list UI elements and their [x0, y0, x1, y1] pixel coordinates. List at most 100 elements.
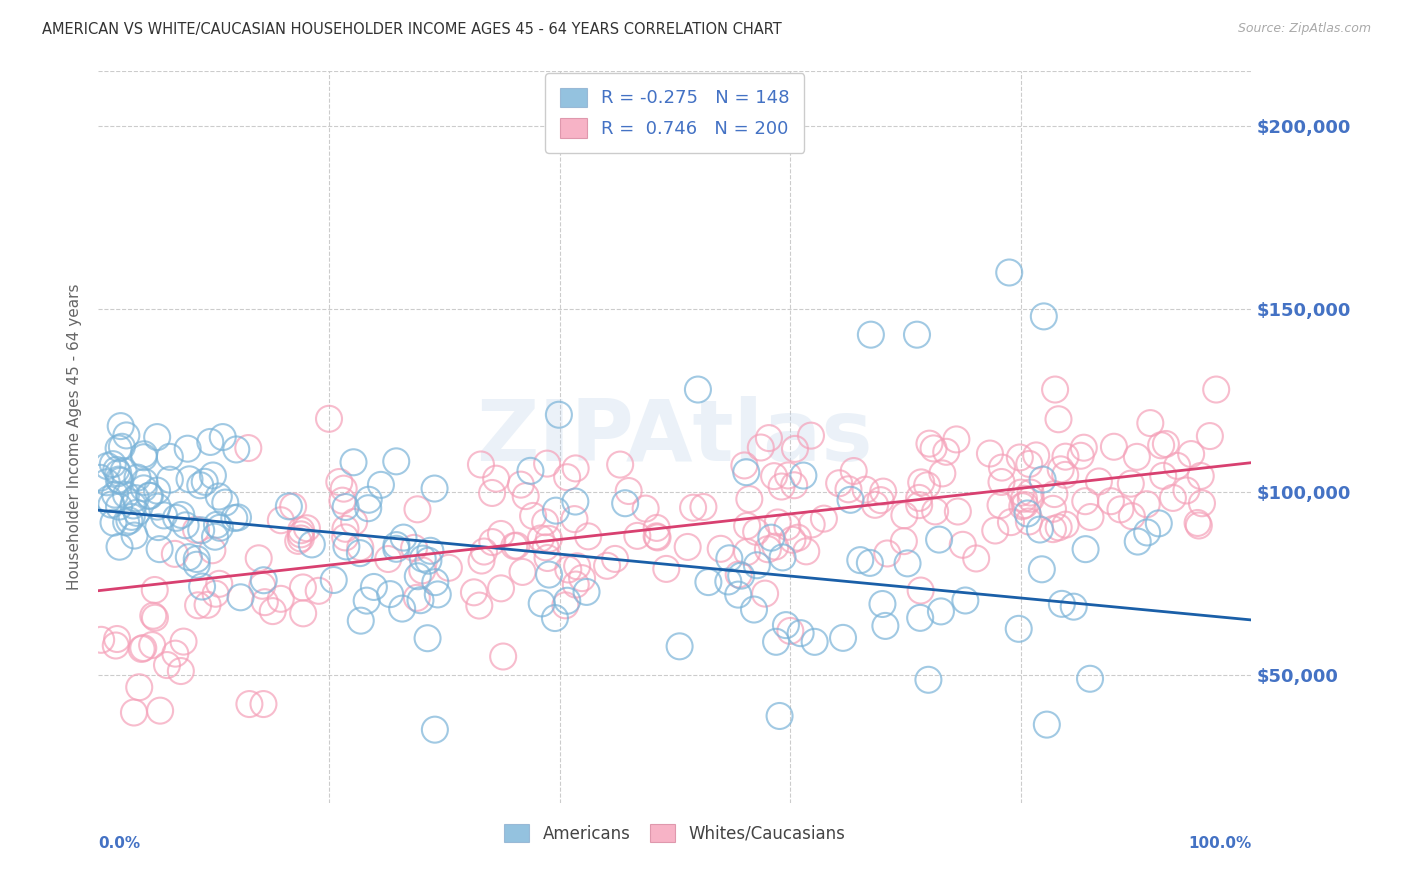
- Point: [148, 520, 170, 534]
- Point: [132, 447, 155, 461]
- Point: [128, 680, 150, 694]
- Point: [754, 586, 776, 600]
- Point: [159, 450, 181, 464]
- Point: [515, 489, 537, 503]
- Point: [412, 551, 434, 566]
- Point: [470, 553, 492, 567]
- Point: [536, 551, 558, 566]
- Point: [1031, 562, 1053, 576]
- Point: [534, 541, 557, 555]
- Point: [955, 593, 977, 607]
- Point: [896, 557, 918, 571]
- Point: [634, 501, 657, 516]
- Point: [530, 596, 553, 610]
- Point: [252, 579, 274, 593]
- Point: [536, 457, 558, 471]
- Point: [370, 478, 392, 492]
- Point: [159, 473, 181, 487]
- Point: [437, 561, 460, 575]
- Point: [179, 472, 201, 486]
- Point: [107, 442, 129, 456]
- Point: [335, 500, 357, 514]
- Point: [571, 571, 593, 585]
- Point: [990, 475, 1012, 489]
- Point: [173, 634, 195, 648]
- Point: [772, 550, 794, 565]
- Point: [463, 585, 485, 599]
- Point: [96, 475, 118, 490]
- Point: [103, 516, 125, 530]
- Point: [208, 490, 231, 504]
- Point: [105, 632, 128, 646]
- Point: [1109, 502, 1132, 516]
- Point: [1008, 622, 1031, 636]
- Point: [1152, 468, 1174, 483]
- Point: [1043, 383, 1066, 397]
- Point: [1074, 494, 1097, 508]
- Point: [357, 492, 380, 507]
- Point: [108, 540, 131, 554]
- Point: [132, 640, 155, 655]
- Point: [924, 504, 946, 518]
- Point: [908, 498, 931, 512]
- Point: [134, 475, 156, 489]
- Point: [1032, 473, 1054, 487]
- Point: [869, 493, 891, 508]
- Point: [733, 458, 755, 473]
- Point: [489, 582, 512, 596]
- Point: [208, 521, 231, 535]
- Point: [522, 508, 544, 523]
- Point: [503, 539, 526, 553]
- Point: [564, 512, 586, 526]
- Point: [1166, 458, 1188, 473]
- Point: [1188, 518, 1211, 533]
- Point: [813, 511, 835, 525]
- Point: [125, 506, 148, 520]
- Y-axis label: Householder Income Ages 45 - 64 years: Householder Income Ages 45 - 64 years: [67, 284, 83, 591]
- Point: [252, 697, 274, 711]
- Point: [481, 486, 503, 500]
- Point: [122, 706, 145, 720]
- Point: [1199, 429, 1222, 443]
- Point: [197, 598, 219, 612]
- Point: [204, 587, 226, 601]
- Point: [349, 546, 371, 560]
- Point: [343, 515, 366, 529]
- Point: [411, 563, 433, 577]
- Point: [1042, 501, 1064, 516]
- Legend: Americans, Whites/Caucasians: Americans, Whites/Caucasians: [498, 817, 852, 849]
- Point: [645, 529, 668, 543]
- Point: [188, 478, 211, 492]
- Point: [717, 574, 740, 589]
- Point: [110, 419, 132, 434]
- Point: [406, 569, 429, 583]
- Point: [115, 516, 138, 530]
- Point: [335, 522, 357, 536]
- Point: [1099, 494, 1122, 508]
- Point: [122, 499, 145, 513]
- Point: [290, 532, 312, 546]
- Point: [292, 607, 315, 621]
- Point: [1139, 416, 1161, 430]
- Point: [356, 593, 378, 607]
- Point: [776, 520, 799, 534]
- Point: [470, 458, 492, 472]
- Point: [554, 599, 576, 613]
- Point: [1047, 520, 1070, 534]
- Point: [984, 524, 1007, 538]
- Point: [991, 460, 1014, 475]
- Point: [328, 475, 350, 489]
- Point: [1011, 499, 1033, 513]
- Point: [915, 478, 938, 492]
- Point: [89, 471, 111, 485]
- Point: [291, 581, 314, 595]
- Point: [828, 476, 851, 491]
- Point: [115, 488, 138, 502]
- Point: [1080, 510, 1102, 524]
- Point: [1042, 522, 1064, 536]
- Point: [423, 723, 446, 737]
- Point: [710, 541, 733, 556]
- Point: [391, 601, 413, 615]
- Point: [910, 475, 932, 490]
- Point: [509, 477, 531, 491]
